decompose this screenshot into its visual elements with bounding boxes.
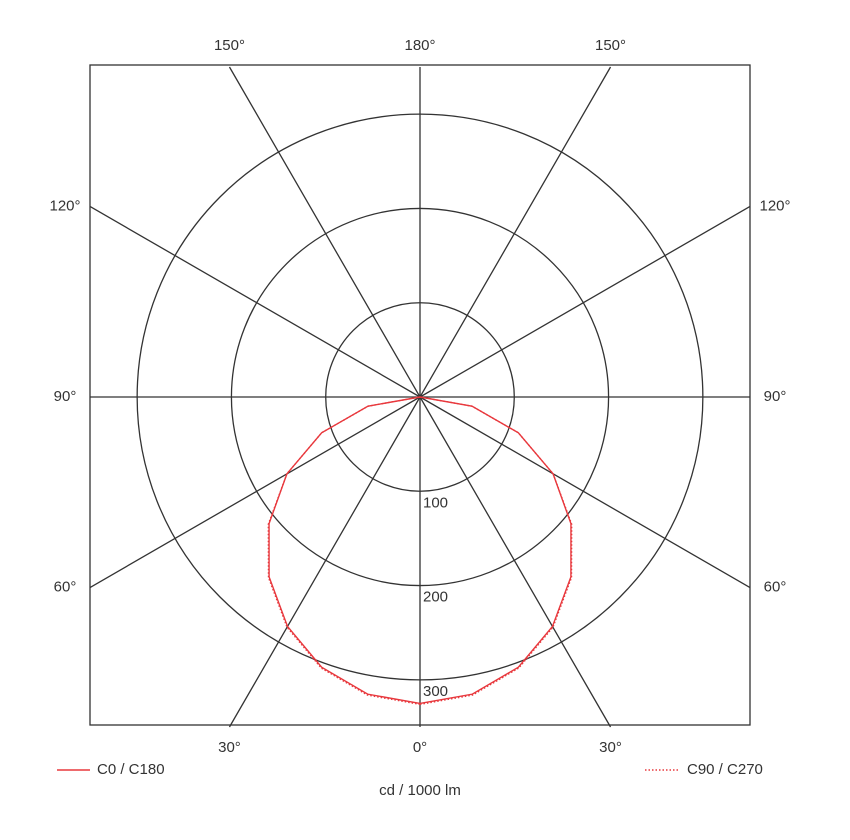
angle-tick-label: 30° bbox=[599, 739, 622, 756]
curve-right bbox=[419, 396, 572, 705]
curve-right bbox=[419, 396, 573, 706]
angle-tick-label: 90° bbox=[764, 388, 787, 405]
angle-tick-label: 60° bbox=[54, 578, 77, 595]
grid-spoke bbox=[228, 66, 421, 398]
angle-tick-label: 150° bbox=[214, 37, 245, 54]
grid-spoke bbox=[419, 66, 612, 398]
r-tick-label: 300 bbox=[423, 683, 448, 700]
curve-left bbox=[268, 396, 421, 705]
angle-tick-label: 30° bbox=[218, 739, 241, 756]
grid-spoke bbox=[419, 396, 751, 589]
angle-tick-label: 90° bbox=[54, 388, 77, 405]
angle-tick-label: 0° bbox=[413, 739, 427, 756]
grid-spoke bbox=[228, 396, 421, 728]
angle-tick-label: 120° bbox=[759, 197, 790, 214]
angle-tick-label: 120° bbox=[49, 197, 80, 214]
grid-spoke bbox=[419, 396, 612, 728]
r-tick-label: 100 bbox=[423, 494, 448, 511]
r-tick-label: 200 bbox=[423, 589, 448, 606]
legend-label: C0 / C180 bbox=[97, 761, 165, 778]
legend-label: C90 / C270 bbox=[687, 761, 763, 778]
angle-tick-label: 60° bbox=[764, 578, 787, 595]
grid-spoke bbox=[89, 396, 421, 589]
curve-left bbox=[267, 396, 421, 706]
grid-spoke bbox=[419, 205, 751, 398]
grid-spoke bbox=[89, 205, 421, 398]
axis-label: cd / 1000 lm bbox=[379, 782, 461, 799]
angle-tick-label: 180° bbox=[404, 37, 435, 54]
angle-tick-label: 150° bbox=[595, 37, 626, 54]
